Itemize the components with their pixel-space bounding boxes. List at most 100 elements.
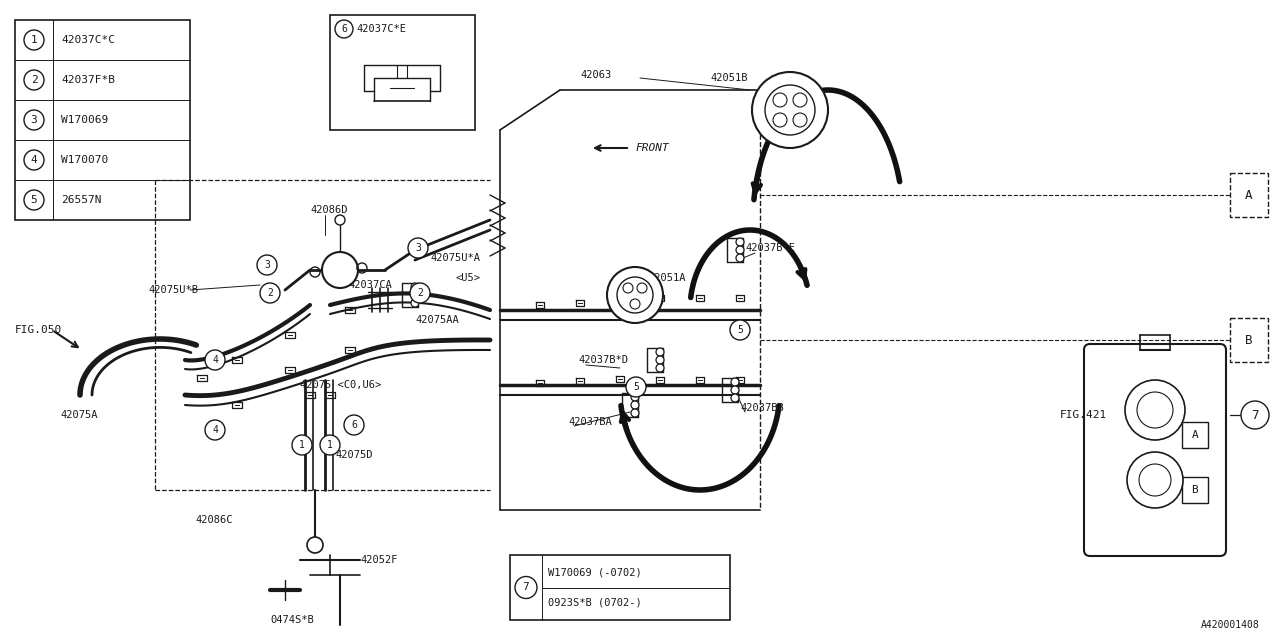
- Text: 1: 1: [328, 440, 333, 450]
- Circle shape: [24, 30, 44, 50]
- Text: 7: 7: [522, 582, 530, 593]
- Text: 6: 6: [340, 24, 347, 34]
- Circle shape: [515, 577, 538, 598]
- Circle shape: [24, 190, 44, 210]
- Circle shape: [408, 238, 428, 258]
- Bar: [1230, 173, 1268, 217]
- Text: 2: 2: [31, 75, 37, 85]
- Circle shape: [335, 215, 346, 225]
- Text: 5: 5: [737, 325, 742, 335]
- Text: 42063: 42063: [580, 70, 612, 80]
- Circle shape: [411, 291, 419, 299]
- Circle shape: [411, 299, 419, 307]
- Bar: [1230, 318, 1268, 362]
- Circle shape: [323, 252, 358, 288]
- Circle shape: [257, 255, 276, 275]
- Circle shape: [307, 537, 323, 553]
- Circle shape: [260, 283, 280, 303]
- Circle shape: [736, 254, 744, 262]
- Circle shape: [1242, 401, 1268, 429]
- Text: 42075A: 42075A: [60, 410, 97, 420]
- Circle shape: [731, 394, 739, 402]
- Circle shape: [731, 386, 739, 394]
- Circle shape: [344, 415, 364, 435]
- Circle shape: [24, 150, 44, 170]
- Text: 2: 2: [268, 288, 273, 298]
- Text: 3: 3: [415, 243, 421, 253]
- Text: 42075U*A: 42075U*A: [430, 253, 480, 263]
- Circle shape: [657, 364, 664, 372]
- Text: 0474S*B: 0474S*B: [270, 615, 314, 625]
- Text: 42075AA: 42075AA: [415, 315, 458, 325]
- Text: 42037BA: 42037BA: [568, 417, 612, 427]
- Text: 42075 <C0,U6>: 42075 <C0,U6>: [300, 380, 381, 390]
- Circle shape: [731, 378, 739, 386]
- Text: 42051A: 42051A: [648, 273, 686, 283]
- Text: 42037F*B: 42037F*B: [61, 75, 115, 85]
- Circle shape: [657, 348, 664, 356]
- Text: W170069: W170069: [61, 115, 109, 125]
- Text: A420001408: A420001408: [1201, 620, 1260, 630]
- Text: 1: 1: [31, 35, 37, 45]
- Circle shape: [205, 350, 225, 370]
- Text: 42075U*B: 42075U*B: [148, 285, 198, 295]
- Circle shape: [631, 409, 639, 417]
- Text: 0923S*B (0702-): 0923S*B (0702-): [548, 598, 641, 607]
- Circle shape: [335, 20, 353, 38]
- Text: 42075D: 42075D: [335, 450, 372, 460]
- Circle shape: [24, 110, 44, 130]
- Text: 3: 3: [264, 260, 270, 270]
- Text: 42052F: 42052F: [360, 555, 398, 565]
- Text: 4: 4: [212, 425, 218, 435]
- Text: 42037CA: 42037CA: [348, 280, 392, 290]
- Circle shape: [730, 320, 750, 340]
- Text: A: A: [1245, 189, 1253, 202]
- Text: 3: 3: [31, 115, 37, 125]
- Text: 2: 2: [417, 288, 422, 298]
- Bar: [1181, 477, 1208, 503]
- Text: 42037BB: 42037BB: [740, 403, 783, 413]
- Circle shape: [410, 283, 430, 303]
- Text: W170070: W170070: [61, 155, 109, 165]
- Text: 1: 1: [300, 440, 305, 450]
- Circle shape: [24, 70, 44, 90]
- Text: B: B: [1192, 485, 1198, 495]
- Text: 5: 5: [634, 382, 639, 392]
- Text: FIG.050: FIG.050: [15, 325, 63, 335]
- Text: 42037C*C: 42037C*C: [61, 35, 115, 45]
- Text: 42037B*D: 42037B*D: [579, 355, 628, 365]
- Text: 42037B*E: 42037B*E: [745, 243, 795, 253]
- Bar: [1181, 422, 1208, 448]
- Text: 42086D: 42086D: [310, 205, 347, 215]
- Circle shape: [411, 283, 419, 291]
- Circle shape: [753, 72, 828, 148]
- Text: B: B: [1245, 333, 1253, 346]
- Text: 42086C: 42086C: [195, 515, 233, 525]
- Text: 4: 4: [31, 155, 37, 165]
- Circle shape: [292, 435, 312, 455]
- Circle shape: [205, 420, 225, 440]
- Bar: [330, 15, 475, 130]
- Text: 5: 5: [31, 195, 37, 205]
- Circle shape: [631, 401, 639, 409]
- Circle shape: [736, 246, 744, 254]
- Text: FIG.421: FIG.421: [1060, 410, 1107, 420]
- Text: 7: 7: [1252, 408, 1258, 422]
- Circle shape: [607, 267, 663, 323]
- Text: 26557N: 26557N: [61, 195, 101, 205]
- Text: W170069 (-0702): W170069 (-0702): [548, 568, 641, 577]
- Text: FRONT: FRONT: [635, 143, 668, 153]
- Circle shape: [1125, 380, 1185, 440]
- Bar: [509, 555, 730, 620]
- Text: 42037C*E: 42037C*E: [356, 24, 406, 34]
- Circle shape: [657, 356, 664, 364]
- Circle shape: [626, 377, 646, 397]
- Bar: [15, 20, 189, 220]
- Text: A: A: [1192, 430, 1198, 440]
- Text: 42051B: 42051B: [710, 73, 748, 83]
- Text: <U5>: <U5>: [454, 273, 480, 283]
- Circle shape: [320, 435, 340, 455]
- Circle shape: [1126, 452, 1183, 508]
- Text: 6: 6: [351, 420, 357, 430]
- Circle shape: [631, 393, 639, 401]
